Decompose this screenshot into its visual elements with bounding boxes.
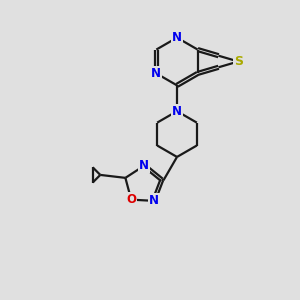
Text: N: N: [139, 159, 149, 172]
Text: S: S: [234, 55, 243, 68]
Text: N: N: [149, 194, 159, 207]
Text: N: N: [172, 31, 182, 44]
Text: O: O: [126, 193, 136, 206]
Text: N: N: [151, 67, 161, 80]
Text: N: N: [172, 105, 182, 118]
